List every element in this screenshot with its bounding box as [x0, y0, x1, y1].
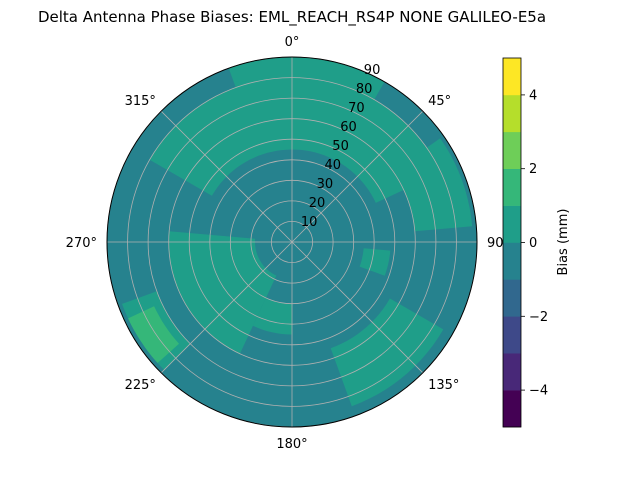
radial-tick-label: 50: [332, 139, 349, 154]
bias-region-8: [128, 306, 179, 363]
radial-tick-label: 10: [301, 215, 318, 230]
colorbar-band: [503, 168, 521, 206]
plot-border: [106, 56, 478, 428]
bias-region-7: [252, 297, 292, 335]
radial-tick-label: 60: [340, 120, 357, 135]
colorbar: −4 −2 0 2 4 Bias (mm): [502, 57, 571, 428]
bias-region-2: [393, 138, 473, 232]
colorbar-band: [503, 58, 521, 96]
colorbar-band: [503, 279, 521, 317]
colorbar-label: Bias (mm): [556, 209, 571, 276]
radial-tick-label: 40: [325, 158, 342, 173]
angular-tick-label: 225°: [125, 378, 156, 393]
radial-tick-label: 80: [356, 82, 373, 97]
colorbar-bands: [503, 58, 521, 428]
polar-plot: 10 20 30 40 50 60 70 80 90 0° 45° 90 135° 180° 225° 27…: [66, 35, 504, 452]
angular-tick-label: 90: [487, 236, 504, 251]
bias-region-5: [168, 231, 277, 354]
radial-tick-label: 20: [309, 196, 326, 211]
angular-tick-label: 270°: [66, 236, 97, 251]
chart-title: Delta Antenna Phase Biases: EML_REACH_RS…: [38, 8, 546, 27]
radial-tick-label: 70: [348, 101, 365, 116]
grid-spoke: [291, 110, 424, 243]
angular-tick-label: 0°: [285, 35, 300, 50]
grid-spoke: [160, 241, 293, 374]
angular-tick-label: 45°: [428, 94, 451, 109]
bias-region-3: [359, 248, 391, 276]
grid-spoke: [160, 110, 293, 243]
colorbar-band: [503, 316, 521, 354]
bias-region-4: [330, 298, 444, 407]
colorbar-band: [503, 131, 521, 169]
colorbar-band: [503, 205, 521, 243]
bias-region-1: [228, 57, 385, 100]
angular-tick-labels: 0° 45° 90 135° 180° 225° 270° 315°: [66, 35, 504, 452]
colorbar-ticks: −4 −2 0 2 4: [521, 88, 548, 399]
angular-tick-label: 135°: [428, 378, 459, 393]
colorbar-band: [503, 353, 521, 391]
colorbar-tick-label: 2: [529, 162, 537, 177]
radial-tick-label: 30: [317, 177, 334, 192]
grid-spoke: [291, 241, 424, 374]
radial-tick-label: 90: [364, 63, 381, 78]
colorbar-band: [503, 94, 521, 133]
radial-tick-labels: 10 20 30 40 50 60 70 80 90: [301, 63, 380, 230]
polar-grid: [106, 56, 478, 428]
bias-region-0: [149, 77, 441, 203]
angular-tick-label: 180°: [276, 437, 307, 452]
colorbar-band: [503, 242, 521, 280]
colorbar-tick-label: −4: [529, 384, 548, 399]
angular-tick-label: 315°: [125, 94, 156, 109]
colorbar-tick-label: 0: [529, 236, 537, 251]
colorbar-tick-label: −2: [529, 310, 548, 325]
colorbar-band: [503, 390, 521, 428]
colorbar-tick-label: 4: [529, 88, 537, 103]
